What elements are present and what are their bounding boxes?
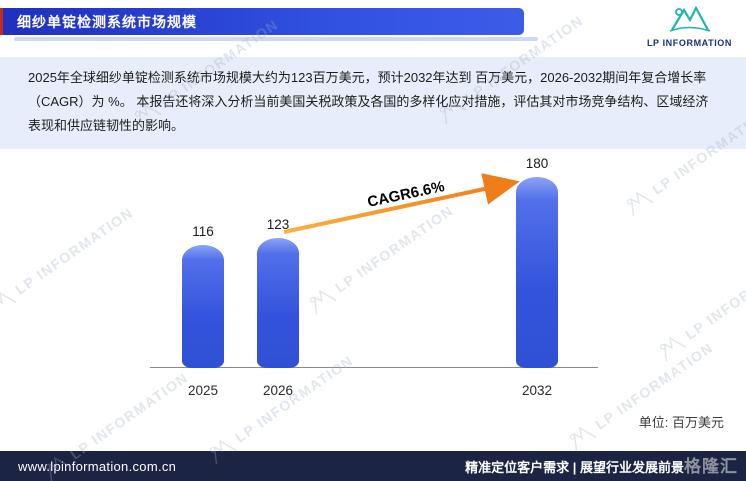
page-header: 细纱单锭检测系统市场规模 (0, 8, 524, 35)
lp-information-logo: LP INFORMATION (646, 5, 732, 48)
unit-label: 单位: 百万美元 (638, 415, 724, 430)
footer-slogan: 精准定位客户需求 | 展望行业发展前景 (465, 459, 684, 475)
footer-url[interactable]: www.lpinformation.com.cn (18, 458, 177, 474)
intro-paragraph: 2025年全球细纱单锭检测系统市场规模大约为123百万美元，预计2032年达到 … (0, 57, 746, 150)
bar-chart: CAGR6.6% 116 2025 123 2026 180 2032 (150, 150, 620, 402)
bar-value-label: 123 (266, 217, 290, 232)
cagr-arrow (283, 173, 520, 234)
logo-text: LP INFORMATION (646, 38, 732, 48)
x-axis-label: 2032 (521, 383, 553, 398)
bar-2032 (516, 177, 558, 368)
bar-2026 (257, 238, 299, 368)
gelonghui-watermark: 格隆汇 (684, 457, 738, 476)
x-axis-label: 2026 (262, 383, 294, 398)
page-title: 细纱单锭检测系统市场规模 (17, 13, 197, 30)
bar-2025 (182, 245, 224, 368)
bar-value-label: 116 (192, 224, 214, 239)
page-footer: www.lpinformation.com.cn 精准定位客户需求 | 展望行业… (0, 451, 746, 481)
header-underline (14, 37, 538, 41)
header-accent (0, 8, 3, 35)
bar-value-label: 180 (525, 156, 549, 171)
x-axis-line (150, 367, 598, 368)
x-axis-label: 2025 (187, 383, 219, 398)
lp-watermark: LP INFORMATION (655, 247, 746, 362)
mountain-logo-icon (666, 5, 712, 36)
lp-watermark: LP INFORMATION (0, 202, 137, 317)
